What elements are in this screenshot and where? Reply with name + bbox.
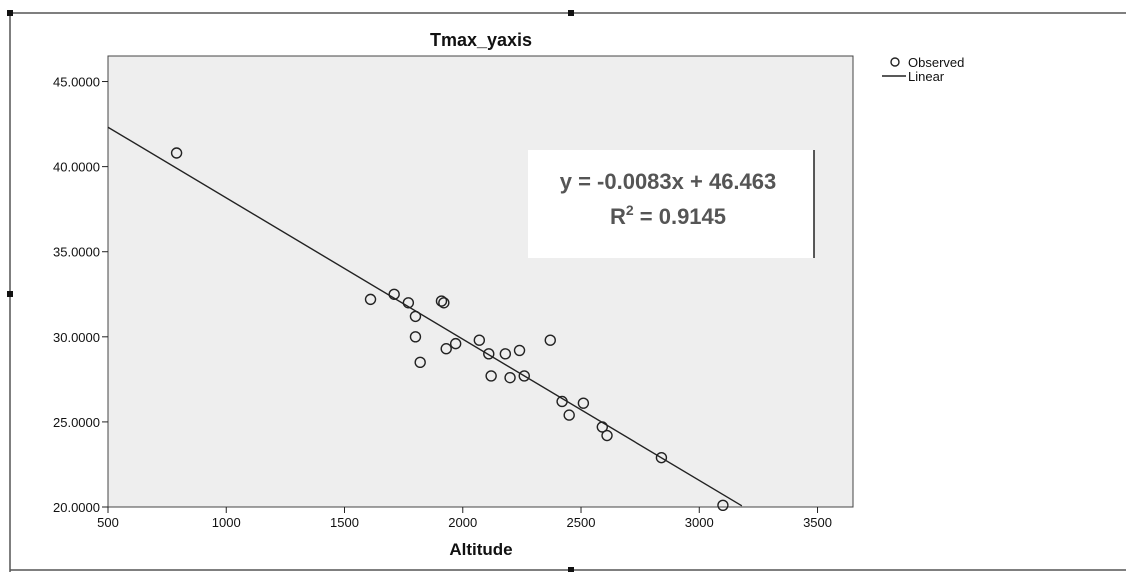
x-tick-label: 500: [97, 515, 119, 530]
observed-point: [717, 499, 729, 511]
equation-box: [528, 150, 814, 258]
observed-point: [563, 409, 575, 421]
observed-points: [170, 147, 729, 511]
observed-point: [513, 344, 526, 357]
observed-point: [388, 288, 400, 300]
resize-handle-top-left[interactable]: [7, 10, 13, 16]
x-axis-title: Altitude: [449, 540, 512, 559]
observed-point: [483, 348, 495, 360]
resize-handle-bottom[interactable]: [568, 567, 574, 572]
chart-title: Tmax_yaxis: [430, 30, 532, 50]
x-tick-label: 2000: [448, 515, 477, 530]
observed-point: [485, 370, 497, 382]
y-tick-label: 25.0000: [53, 415, 100, 430]
y-tick-label: 30.0000: [53, 330, 100, 345]
x-tick-label: 1000: [212, 515, 241, 530]
observed-point: [449, 337, 462, 350]
observed-point: [518, 370, 530, 382]
x-tick-label: 2500: [567, 515, 596, 530]
resize-handle-left[interactable]: [7, 291, 13, 297]
equation-annotation: y = -0.0083x + 46.463: [560, 169, 777, 194]
r-squared-annotation: R2 = 0.9145: [610, 202, 726, 229]
observed-point: [170, 147, 183, 159]
observed-point: [601, 429, 613, 442]
observed-point: [499, 348, 512, 360]
r-squared-value: = 0.9145: [634, 204, 726, 229]
observed-point: [409, 331, 422, 343]
observed-point: [364, 293, 377, 306]
observed-point: [438, 297, 450, 309]
observed-point: [473, 334, 486, 346]
legend-observed-label: Observed: [908, 55, 964, 70]
observed-point: [504, 371, 516, 384]
y-tick-label: 40.0000: [53, 160, 100, 175]
legend: Observed Linear: [882, 55, 964, 84]
legend-observed-marker: [890, 57, 900, 67]
observed-point: [655, 451, 668, 464]
y-tick-label: 35.0000: [53, 245, 100, 260]
observed-point: [402, 297, 415, 309]
legend-linear-label: Linear: [908, 69, 945, 84]
linear-fit-line: [107, 126, 743, 507]
plot-area: [107, 55, 854, 508]
x-axis: 500 1000 1500 2000 2500 3000 3500: [97, 507, 832, 530]
observed-point: [414, 356, 426, 369]
y-tick-label: 45.0000: [53, 75, 100, 90]
observed-point: [435, 295, 448, 307]
x-tick-label: 3000: [685, 515, 714, 530]
y-tick-label: 20.0000: [53, 500, 100, 515]
x-tick-label: 1500: [330, 515, 359, 530]
y-axis: 20.0000 25.0000 30.0000 35.0000 40.0000 45.00…: [53, 75, 108, 515]
linear-fit: [107, 126, 743, 507]
r-squared-symbol: R: [610, 204, 626, 229]
r-squared-superscript: 2: [626, 202, 634, 218]
x-tick-label: 3500: [803, 515, 832, 530]
observed-point: [544, 334, 556, 346]
resize-handle-top[interactable]: [568, 10, 574, 16]
observed-point: [577, 397, 590, 409]
observed-point: [440, 343, 452, 355]
